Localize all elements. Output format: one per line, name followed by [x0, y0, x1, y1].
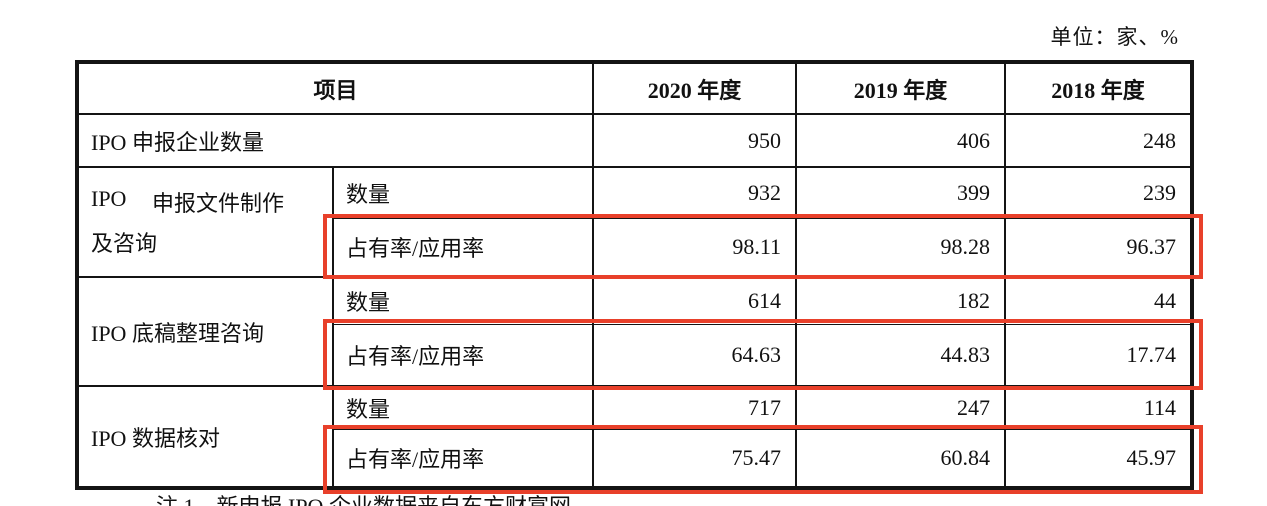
g3-qty-label: 数量 [332, 385, 594, 430]
g1-qty-2020: 932 [592, 166, 797, 219]
g2-qty-label: 数量 [332, 276, 594, 325]
g2-qty-2020: 614 [592, 276, 797, 325]
g2-rate-2019: 44.83 [795, 323, 1006, 387]
table-row-g3-qty: IPO 数据核对 数量 717 247 114 [76, 385, 1193, 489]
g3-qty-2020: 717 [592, 385, 797, 430]
ipo-statistics-table: 项目 2020 年度 2019 年度 2018 年度 IPO 申报企业数量 95… [75, 60, 1194, 490]
table-row-g2-qty: IPO 底稿整理咨询 数量 614 182 44 [76, 276, 1193, 387]
header-2019: 2019 年度 [795, 61, 1006, 115]
g1-qty-2019: 399 [795, 166, 1006, 219]
g1-rate-2019: 98.28 [795, 217, 1006, 278]
footnote: 注 1、新申报 IPO 企业数据来自东方财富网 [156, 489, 571, 506]
group3-name: IPO 数据核对 [76, 385, 334, 489]
g1-qty-2018: 239 [1004, 166, 1193, 219]
table-row-g3-rate: 占有率/应用率 75.47 60.84 45.97 [77, 428, 1193, 489]
table-row-g1-qty: IPO 申报文件制作 及咨询 数量 932 399 239 [76, 166, 1193, 278]
g2-qty-2018: 44 [1004, 276, 1193, 325]
table-row-g2-rate: 占有率/应用率 64.63 44.83 17.74 [77, 323, 1193, 387]
g1-qty-label: 数量 [332, 166, 594, 219]
table-row-summary: IPO 申报企业数量 950 406 248 [76, 113, 1193, 168]
group1-name-line1: IPO 申报文件制作 [91, 186, 284, 216]
g3-rate-label: 占有率/应用率 [332, 428, 594, 489]
unit-label: 单位：家、% [1050, 25, 1179, 49]
group1-name-line2: 及咨询 [91, 231, 158, 256]
g3-rate-2018: 45.97 [1004, 428, 1193, 489]
group1-name: IPO 申报文件制作 及咨询 [76, 166, 334, 278]
g1-rate-2020: 98.11 [592, 217, 797, 278]
header-2018: 2018 年度 [1004, 61, 1193, 115]
group2-name: IPO 底稿整理咨询 [76, 276, 334, 387]
summary-2019: 406 [795, 113, 1006, 168]
g2-rate-2020: 64.63 [592, 323, 797, 387]
g2-rate-label: 占有率/应用率 [332, 323, 594, 387]
summary-2018: 248 [1004, 113, 1193, 168]
header-2020: 2020 年度 [592, 61, 797, 115]
g2-qty-2019: 182 [795, 276, 1006, 325]
table-header-row: 项目 2020 年度 2019 年度 2018 年度 [76, 61, 1193, 115]
g3-rate-2019: 60.84 [795, 428, 1006, 489]
g3-rate-2020: 75.47 [592, 428, 797, 489]
summary-label: IPO 申报企业数量 [76, 113, 594, 168]
summary-2020: 950 [592, 113, 797, 168]
g1-rate-2018: 96.37 [1004, 217, 1193, 278]
header-item: 项目 [76, 61, 594, 115]
g3-qty-2019: 247 [795, 385, 1006, 430]
g1-rate-label: 占有率/应用率 [332, 217, 594, 278]
g3-qty-2018: 114 [1004, 385, 1193, 430]
g2-rate-2018: 17.74 [1004, 323, 1193, 387]
